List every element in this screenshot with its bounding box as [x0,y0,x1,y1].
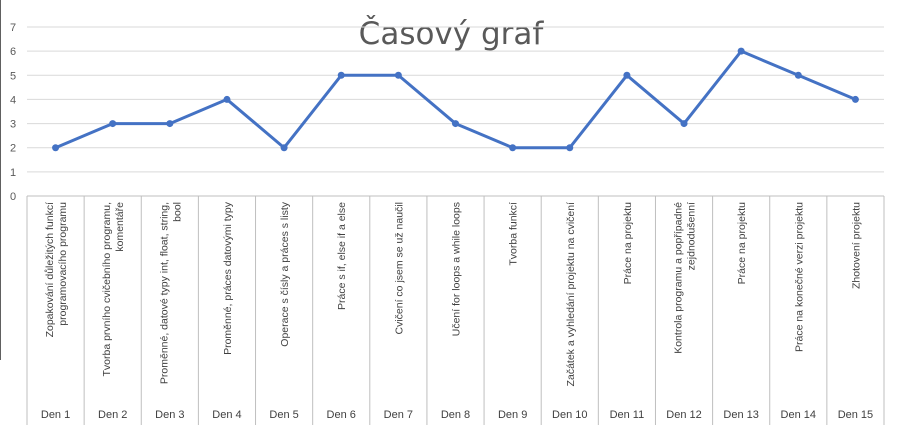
y-tick-label-3: 3 [10,119,16,131]
data-point-2 [109,120,117,128]
data-point-5 [280,144,288,152]
category-label-13-line-1: Práce na projektu [736,202,748,284]
y-tick-label-0: 0 [10,191,16,203]
category-label-7-line-1: Cvičení co jsem se už naučil [393,202,405,334]
category-label-8-line-1: Učení for loops a while loops [451,202,463,336]
category-label-10-line-1: Začátek a vyhledání projektu na cvičení [565,202,577,387]
window-left-edge [0,0,1,360]
data-point-1 [52,144,60,152]
y-tick-label-2: 2 [10,143,16,155]
category-label-2-line-1: Tvorba prvního cvičebního programu, [101,202,113,377]
day-label-6: Den 6 [327,409,356,421]
data-point-10 [566,144,574,152]
data-point-6 [337,71,345,79]
data-point-11 [623,71,631,79]
category-labels: Zopakování důležitých funkcí programovací… [41,201,873,421]
data-point-8 [452,120,459,128]
day-label-7: Den 7 [384,409,413,421]
category-label-11-line-1: Práce na projektu [622,202,634,284]
category-label-12-line-2: zejdnodušenní [686,202,698,270]
day-label-8: Den 8 [441,409,470,421]
category-label-1-line-1: Zopakování důležitých funkcí [44,202,56,337]
y-tick-label-1: 1 [10,167,16,179]
day-label-11: Den 11 [610,409,645,421]
day-label-14: Den 14 [781,409,816,421]
y-tick-label-5: 5 [10,70,16,82]
category-label-2-line-2: komentáře [114,202,126,252]
day-label-9: Den 9 [498,409,527,421]
category-label-6-line-1: Práce s if, else if a else [336,202,348,310]
y-tick-label-6: 6 [10,46,16,58]
day-label-1: Den 1 [41,409,70,421]
category-label-3-line-2: bool [171,202,183,222]
day-label-4: Den 4 [212,409,241,421]
day-label-3: Den 3 [155,409,184,421]
data-point-7 [394,71,402,79]
day-label-10: Den 10 [552,409,587,421]
category-label-9-line-1: Tvorba funkcí [508,202,520,266]
category-label-5-line-1: Operace s čísly a práces s listy [279,201,291,346]
day-label-2: Den 2 [98,409,127,421]
y-tick-label-4: 4 [10,94,16,106]
data-point-14 [794,71,802,79]
data-point-15 [851,95,859,103]
y-axis-ticks: 0 1 2 3 4 5 6 7 [10,22,16,203]
category-label-12-line-1: Kontrola programu a popřípadné [673,202,685,354]
category-label-14-line-1: Práce na konečné verzi projektu [793,202,805,352]
category-label-15-line-1: Zhotovení projektu [850,202,862,289]
category-label-1-line-2: programovacího programu [57,202,69,326]
day-label-13: Den 13 [723,409,758,421]
day-label-12: Den 12 [666,409,701,421]
data-point-3 [166,120,174,128]
category-axis [26,195,885,425]
data-point-9 [509,144,517,152]
category-label-3-line-1: Proměnné, datové typy int, float, string… [158,202,170,384]
data-point-12 [680,120,688,128]
day-label-15: Den 15 [838,409,873,421]
data-point-4 [223,95,231,103]
data-point-13 [737,47,745,55]
data-series [52,47,859,152]
category-label-4-line-1: Proměnné, práces datovými typy [222,201,234,355]
y-tick-label-7: 7 [10,22,16,34]
chart-title: Časový graf [359,15,545,52]
day-label-5: Den 5 [269,409,298,421]
